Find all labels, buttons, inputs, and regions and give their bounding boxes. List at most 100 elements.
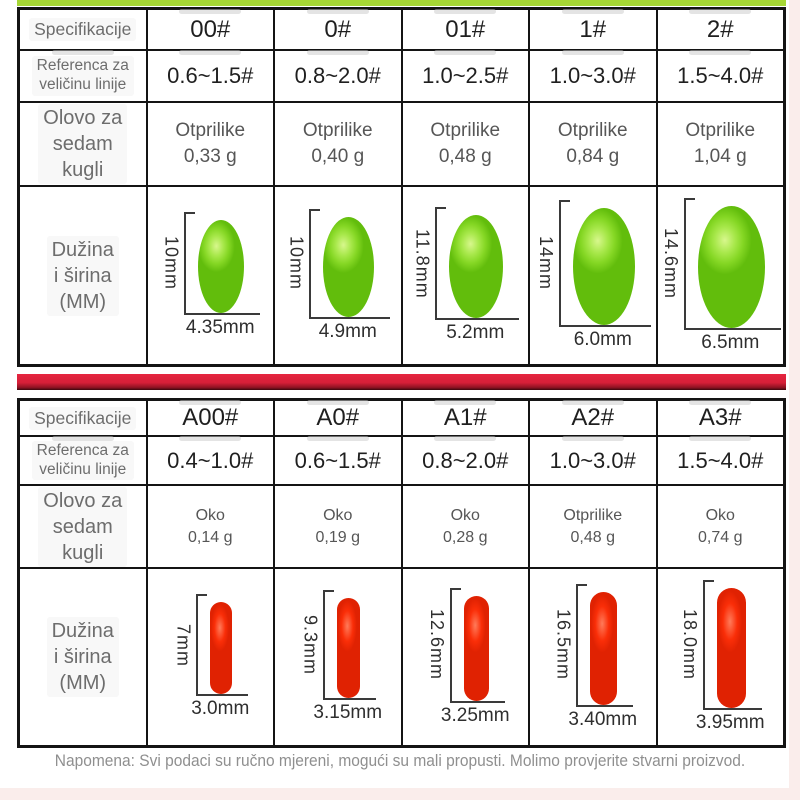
measure-lines [184, 212, 261, 315]
dimension-figure: 9.3mm 3.15mm [299, 590, 382, 724]
height-dimension-label: 7mm [173, 623, 194, 667]
figure-cell: 14mm 6.0mm [530, 187, 656, 364]
figure-cell: 7mm 3.0mm [147, 569, 273, 745]
width-dimension-label: 3.95mm [695, 712, 765, 733]
green-accent-strip [17, 0, 786, 6]
width-dimension-label: 6.0mm [573, 329, 632, 350]
spec-value-cell: A3# [657, 401, 783, 435]
spec-value-cell: 2# [657, 10, 783, 49]
width-dimension-label: 3.40mm [568, 708, 638, 730]
float-body-capsule [716, 588, 746, 708]
weight-value-cell: Oko 0,14 g [147, 486, 273, 567]
row-label-specifications: Specifikacije [20, 10, 146, 49]
spec-table-oval-floats: Specifikacije 00# 0# 01# 1# 2# Referenca… [17, 7, 786, 367]
row-label-text: Dužina i širina (MM) [46, 617, 119, 697]
height-dimension-label: 10mm [161, 236, 182, 291]
dimension-figure: 10mm 4.9mm [285, 208, 391, 343]
right-edge-strip [789, 0, 800, 800]
measure-lines [702, 580, 762, 710]
dimension-figure: 14.6mm 6.5mm [660, 197, 781, 354]
row-label-dimensions: Dužina i širina (MM) [20, 569, 146, 745]
row-label-dimensions: Dužina i širina (MM) [20, 187, 146, 364]
line-ref-value-cell: 1.0~3.0# [530, 51, 656, 101]
measure-lines [449, 587, 505, 703]
dimension-figure: 11.8mm 5.2mm [411, 207, 520, 344]
float-body-oval [572, 208, 635, 325]
row-label-text: Dužina i širina (MM) [46, 235, 119, 316]
height-dimension-label: 18.0mm [679, 609, 700, 681]
float-body-oval [198, 220, 245, 313]
spec-table-cylinder-floats: Specifikacije A00# A0# A1# A2# A3# Refer… [17, 398, 786, 748]
line-ref-value-cell: 0.6~1.5# [275, 437, 401, 484]
red-divider-bar [17, 374, 786, 390]
dimension-figure: 7mm 3.0mm [172, 594, 250, 720]
line-ref-value-cell: 1.0~2.5# [402, 51, 528, 101]
dimension-figure: 12.6mm 3.25mm [426, 587, 510, 727]
figure-cell: 16.5mm 3.40mm [530, 569, 656, 745]
width-dimension-label: 4.9mm [318, 320, 377, 342]
row-label-text: Olovo za sedam kugli [38, 104, 128, 184]
height-dimension-label: 14.6mm [660, 227, 681, 300]
width-dimension-label: 3.25mm [440, 704, 510, 726]
width-dimension-label: 6.5mm [701, 331, 760, 353]
line-ref-value-cell: 0.8~2.0# [275, 51, 401, 101]
row-label-text: Specifikacije [29, 18, 137, 41]
float-body-oval [449, 215, 504, 318]
float-body-oval [697, 205, 765, 328]
figure-cell: 10mm 4.9mm [275, 187, 401, 364]
row-label-lead-weight: Olovo za sedam kugli [20, 486, 146, 567]
row-label-text: Olovo za sedam kugli [38, 486, 128, 567]
measure-lines [435, 207, 520, 320]
width-dimension-label: 3.0mm [191, 698, 250, 719]
line-ref-value-cell: 1.5~4.0# [657, 437, 783, 484]
figure-cell: 9.3mm 3.15mm [275, 569, 401, 745]
footnote: Napomena: Svi podaci su ručno mjereni, m… [54, 752, 746, 770]
line-ref-value-cell: 0.4~1.0# [147, 437, 273, 484]
row-label-line-reference: Referenca za veličinu linije [20, 51, 146, 101]
figure-cell: 10mm 4.35mm [147, 187, 273, 364]
line-ref-value-cell: 1.0~3.0# [530, 437, 656, 484]
weight-value-cell: Oko 0,74 g [657, 486, 783, 567]
float-body-capsule [210, 602, 233, 694]
float-body-capsule [463, 595, 489, 701]
spec-value-cell: A0# [275, 401, 401, 435]
line-ref-value-cell: 0.6~1.5# [147, 51, 273, 101]
spec-value-cell: 0# [275, 10, 401, 49]
measure-lines [323, 590, 377, 700]
row-label-text: Specifikacije [29, 406, 137, 430]
dimension-figure: 14mm 6.0mm [535, 200, 651, 351]
weight-value-cell: Oko 0,28 g [402, 486, 528, 567]
measure-lines [196, 594, 249, 696]
measure-lines [309, 208, 391, 319]
weight-value-cell: Otprilike 0,84 g [530, 103, 656, 185]
width-dimension-label: 5.2mm [446, 322, 505, 343]
row-label-text: Referenca za veličinu linije [31, 56, 134, 96]
spec-value-cell: A2# [530, 401, 656, 435]
weight-value-cell: Otprilike 0,48 g [530, 486, 656, 567]
width-dimension-label: 4.35mm [185, 317, 255, 338]
height-dimension-label: 11.8mm [412, 228, 433, 299]
height-dimension-label: 16.5mm [553, 609, 574, 681]
float-body-capsule [337, 598, 361, 698]
figure-cell: 11.8mm 5.2mm [402, 187, 528, 364]
float-body-capsule [590, 591, 618, 705]
width-dimension-label: 3.15mm [313, 702, 383, 723]
measure-lines [576, 583, 634, 707]
weight-value-cell: Otprilike 0,33 g [147, 103, 273, 185]
bottom-edge-strip [0, 788, 800, 800]
figure-cell: 12.6mm 3.25mm [402, 569, 528, 745]
line-ref-value-cell: 1.5~4.0# [657, 51, 783, 101]
weight-value-cell: Oko 0,19 g [275, 486, 401, 567]
height-dimension-label: 12.6mm [426, 609, 447, 681]
spec-value-cell: 1# [530, 10, 656, 49]
spec-value-cell: A1# [402, 401, 528, 435]
float-body-oval [323, 216, 375, 317]
weight-value-cell: Otprilike 0,40 g [275, 103, 401, 185]
spec-value-cell: A00# [147, 401, 273, 435]
dimension-figure: 18.0mm 3.95mm [679, 580, 765, 734]
weight-value-cell: Otprilike 1,04 g [657, 103, 783, 185]
dimension-figure: 16.5mm 3.40mm [552, 583, 637, 731]
measure-lines [683, 197, 781, 330]
height-dimension-label: 14mm [535, 236, 556, 291]
